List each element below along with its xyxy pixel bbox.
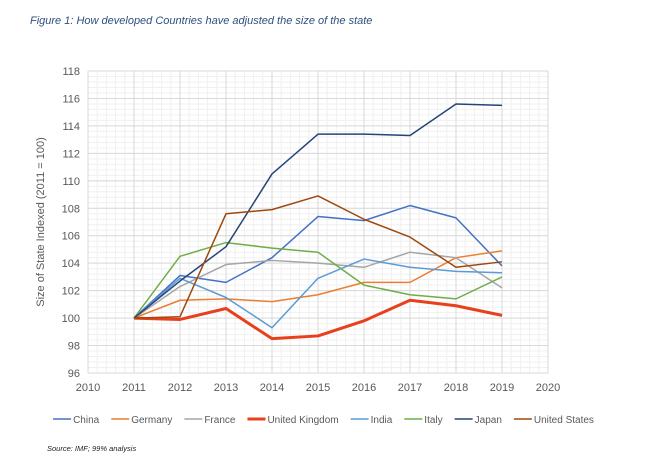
series-lines (133, 103, 503, 341)
y-axis-label: Size of State Indexed (2011 = 100) (35, 137, 47, 307)
legend-item: United States (513, 415, 594, 426)
legend-item: Germany (111, 415, 172, 426)
y-tick-label: 118 (62, 66, 80, 78)
x-tick-label: 2010 (76, 382, 100, 394)
x-tick-label: 2018 (444, 382, 468, 394)
y-tick-label: 98 (68, 341, 80, 353)
legend-item: Italy (404, 415, 443, 426)
y-tick-label: 116 (62, 93, 80, 105)
legend-item: United Kingdom (247, 415, 339, 426)
x-tick-label: 2019 (490, 382, 514, 394)
series-line-germany (133, 250, 503, 319)
figure-title: Figure 1: How developed Countries have a… (30, 15, 373, 27)
gridlines (87, 70, 549, 374)
y-tick-label: 114 (62, 121, 80, 133)
legend-label: United Kingdom (267, 415, 338, 426)
x-tick-label: 2012 (168, 382, 192, 394)
y-tick-label: 112 (62, 148, 80, 160)
y-tick-label: 96 (68, 368, 80, 380)
legend-item: France (184, 415, 236, 426)
legend-label: Japan (475, 415, 502, 426)
series-line-japan (133, 103, 503, 319)
y-tick-label: 102 (62, 286, 80, 298)
y-axis-ticks: 96 98 100 102 104 106 108 110 112 114 116 118 (62, 66, 80, 380)
legend-item: India (350, 415, 393, 426)
legend-label: France (204, 415, 236, 426)
series-line-united-kingdom (133, 298, 503, 341)
legend-label: Germany (131, 415, 172, 426)
x-tick-label: 2017 (398, 382, 422, 394)
x-tick-label: 2011 (122, 382, 146, 394)
series-line-india (133, 258, 503, 329)
x-tick-label: 2016 (352, 382, 376, 394)
x-tick-label: 2014 (260, 382, 284, 394)
x-tick-label: 2015 (306, 382, 330, 394)
legend-label: India (371, 415, 393, 426)
x-axis-ticks: 2010 2011 2012 2013 2014 2015 2016 2017 2018 2019… (76, 382, 560, 394)
y-tick-label: 100 (62, 313, 80, 325)
legend-label: China (73, 415, 100, 426)
legend-label: Italy (424, 415, 442, 426)
series-line-united-states (133, 195, 503, 319)
y-tick-label: 108 (62, 203, 80, 215)
y-tick-label: 110 (62, 176, 80, 188)
legend-item: China (53, 415, 100, 426)
series-line-italy (133, 241, 503, 319)
legend: China Germany France United Kingdom India Ita… (53, 415, 594, 426)
y-tick-label: 104 (62, 258, 80, 270)
legend-item: Japan (454, 415, 502, 426)
x-tick-label: 2013 (214, 382, 238, 394)
x-tick-label: 2020 (536, 382, 560, 394)
legend-label: United States (534, 415, 594, 426)
series-line-france (133, 251, 503, 319)
series-line-china (133, 204, 503, 319)
source-note: Source: IMF; 99% analysis (47, 444, 137, 453)
y-tick-label: 106 (62, 231, 80, 243)
